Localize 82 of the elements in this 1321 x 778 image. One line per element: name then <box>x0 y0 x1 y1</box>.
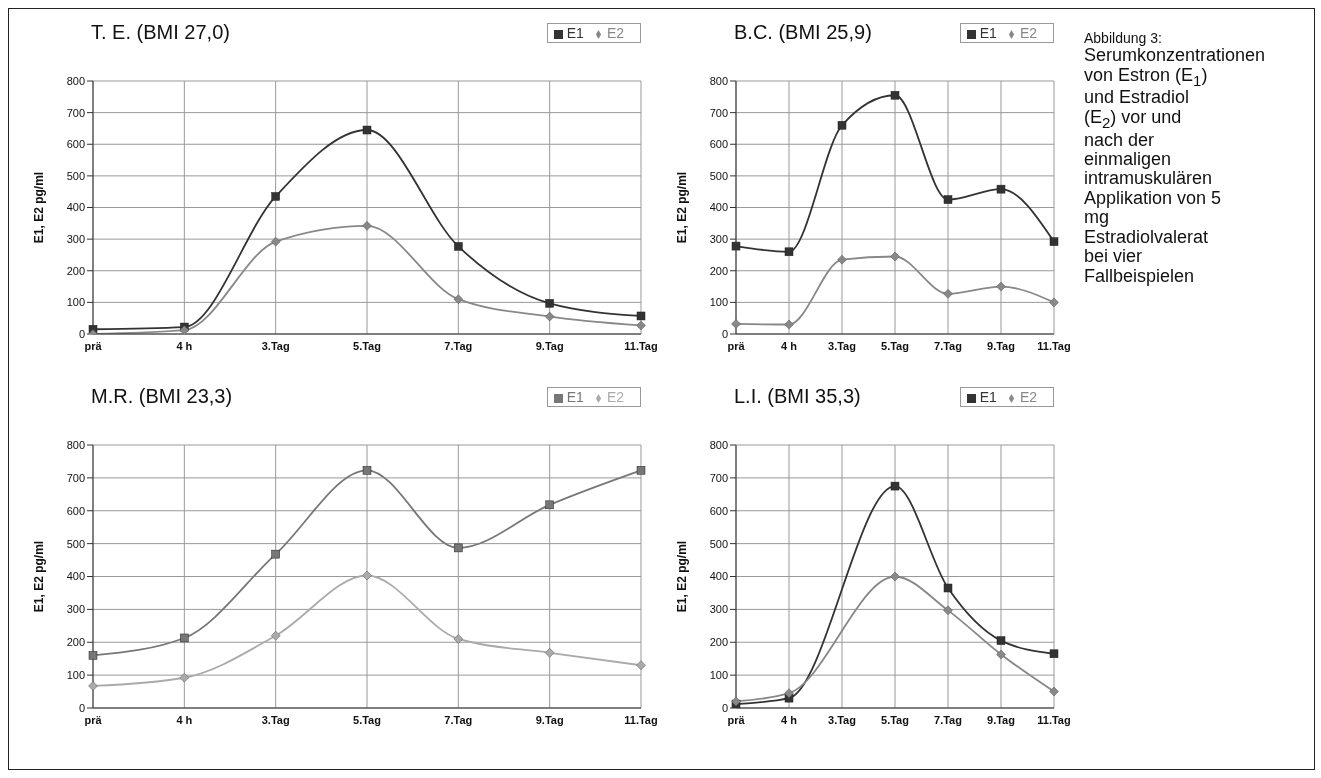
y-tick-label: 100 <box>66 669 85 682</box>
x-tick-label: 9.Tag <box>987 713 1015 726</box>
y-tick-label: 500 <box>66 169 85 182</box>
chart-title: M.R. (BMI 23,3) <box>91 385 233 408</box>
x-tick-label: 11.Tag <box>1037 713 1071 726</box>
y-tick-label: 0 <box>721 701 728 714</box>
x-tick-label: 7.Tag <box>444 713 473 726</box>
y-tick-label: 800 <box>709 438 728 451</box>
x-tick-label: 4 h <box>781 339 798 352</box>
text: Abbildung 3: <box>1084 30 1162 46</box>
y-tick-label: 600 <box>66 138 85 151</box>
text: Serumkonzentrationen von Estron (E$_{1}$) und Estradiol (E$_{2}$) vor und nach der einmaligen intramuskulären Applikation von 5 mg Estradiolvalerat bei vier Fallbeispielen <box>1084 45 1266 286</box>
y-tick-label: 300 <box>66 603 85 616</box>
y-tick-label: 300 <box>709 233 728 246</box>
legend-label: E1 <box>566 25 584 41</box>
x-tick-label: 11.Tag <box>624 713 658 726</box>
x-tick-label: 7.Tag <box>934 713 962 726</box>
x-tick-label: 5.Tag <box>881 713 909 726</box>
x-tick-label: 9.Tag <box>535 339 564 352</box>
x-tick-label: 9.Tag <box>987 339 1015 352</box>
y-tick-label: 200 <box>709 636 728 649</box>
y-tick-label: 300 <box>709 603 728 616</box>
y-tick-label: 600 <box>66 504 85 517</box>
y-tick-label: 100 <box>709 296 728 309</box>
y-tick-label: 400 <box>709 201 728 214</box>
legend-label: E1 <box>566 389 584 405</box>
legend-label: E2 <box>606 389 624 405</box>
x-tick-label: 3.Tag <box>261 339 290 352</box>
y-axis-title: E1, E2 pg/ml <box>675 540 690 613</box>
y-axis-title: E1, E2 pg/ml <box>675 171 690 244</box>
y-tick-label: 200 <box>709 264 728 277</box>
legend-label: E2 <box>606 25 624 41</box>
x-tick-label: 4 h <box>176 339 193 352</box>
x-tick-label: 5.Tag <box>353 339 381 352</box>
y-tick-label: 100 <box>709 669 728 682</box>
y-tick-label: 200 <box>66 636 85 649</box>
y-tick-label: 800 <box>709 74 728 87</box>
x-tick-label: 7.Tag <box>444 339 473 352</box>
y-axis-title: E1, E2 pg/ml <box>32 171 47 244</box>
y-tick-label: 400 <box>66 201 85 214</box>
x-tick-label: 5.Tag <box>353 713 381 726</box>
y-tick-label: 700 <box>66 106 85 119</box>
y-tick-label: 100 <box>66 296 85 309</box>
chart-title: B.C. (BMI 25,9) <box>734 21 872 44</box>
y-tick-label: 500 <box>709 537 728 550</box>
y-tick-label: 300 <box>66 233 85 246</box>
x-tick-label: prä <box>84 713 103 726</box>
legend-label: E1 <box>979 389 997 405</box>
legend-label: E2 <box>1019 389 1037 405</box>
y-tick-label: 700 <box>709 471 728 484</box>
x-tick-label: 11.Tag <box>1037 339 1071 352</box>
y-tick-label: 800 <box>66 438 85 451</box>
chart-title: L.I. (BMI 35,3) <box>734 385 861 408</box>
y-tick-label: 0 <box>721 327 728 340</box>
legend-label: E1 <box>979 25 997 41</box>
x-tick-label: prä <box>727 713 746 726</box>
y-tick-label: 500 <box>709 169 728 182</box>
y-tick-label: 600 <box>709 504 728 517</box>
x-tick-label: 11.Tag <box>624 339 658 352</box>
x-tick-label: 3.Tag <box>828 339 856 352</box>
y-tick-label: 500 <box>66 537 85 550</box>
x-tick-label: 3.Tag <box>261 713 290 726</box>
x-tick-label: 9.Tag <box>535 713 564 726</box>
x-tick-label: 4 h <box>781 713 798 726</box>
x-tick-label: prä <box>84 339 103 352</box>
x-tick-label: 5.Tag <box>881 339 909 352</box>
y-tick-label: 400 <box>66 570 85 583</box>
legend-label: E2 <box>1019 25 1037 41</box>
y-tick-label: 0 <box>78 327 85 340</box>
y-tick-label: 600 <box>709 138 728 151</box>
y-tick-label: 700 <box>66 471 85 484</box>
x-tick-label: 4 h <box>176 713 193 726</box>
y-tick-label: 0 <box>78 701 85 714</box>
y-tick-label: 400 <box>709 570 728 583</box>
x-tick-label: 3.Tag <box>828 713 856 726</box>
y-axis-title: E1, E2 pg/ml <box>32 540 47 613</box>
y-tick-label: 800 <box>66 74 85 87</box>
y-tick-label: 200 <box>66 264 85 277</box>
y-tick-label: 700 <box>709 106 728 119</box>
x-tick-label: prä <box>727 339 746 352</box>
x-tick-label: 7.Tag <box>934 339 962 352</box>
chart-title: T. E. (BMI 27,0) <box>91 21 230 44</box>
